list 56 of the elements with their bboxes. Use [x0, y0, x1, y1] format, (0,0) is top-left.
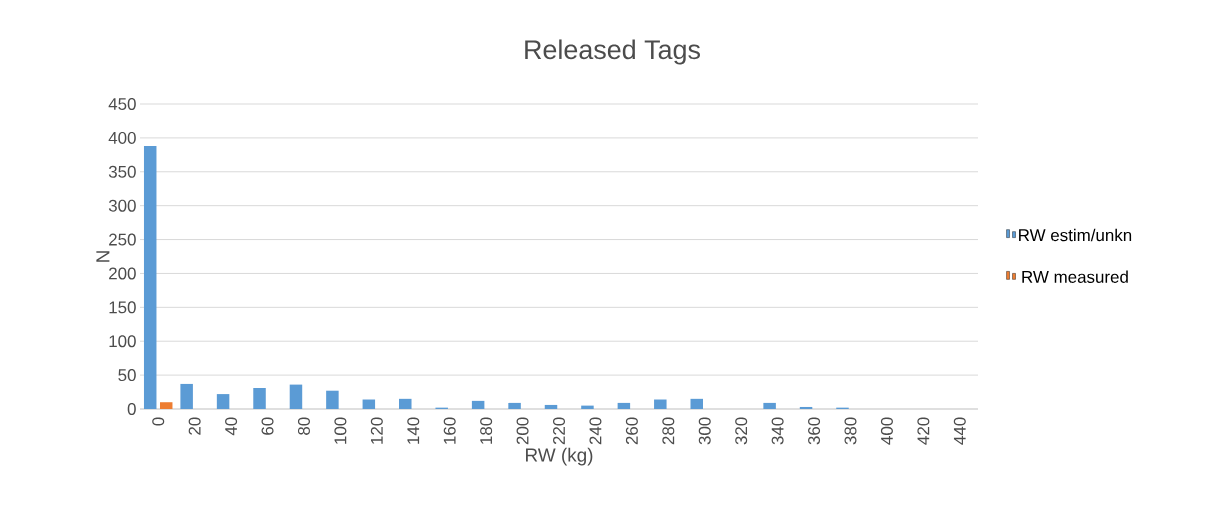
- y-tick-label: 250: [109, 233, 136, 246]
- x-tick-label: 20: [188, 417, 201, 435]
- x-tick-label: 220: [553, 417, 566, 445]
- x-tick-label: 60: [261, 417, 274, 435]
- x-tick-label: 300: [698, 417, 711, 445]
- x-tick-label: 400: [880, 417, 893, 445]
- x-tick-label: 200: [516, 417, 529, 445]
- x-tick-label: 340: [771, 417, 784, 445]
- bar: [508, 402, 521, 409]
- y-tick-label: 300: [108, 199, 136, 212]
- x-tick-label: 80: [297, 417, 310, 435]
- x-tick-label: 120: [370, 417, 383, 444]
- bar: [143, 146, 157, 409]
- bar: [799, 406, 813, 409]
- bar: [544, 404, 558, 409]
- x-tick-label: 140: [407, 417, 420, 444]
- x-tick-label: 0: [152, 417, 165, 426]
- x-tick-label: 280: [662, 417, 675, 445]
- x-tick-label: 240: [589, 417, 602, 445]
- x-tick-label: 440: [953, 417, 966, 445]
- bar: [362, 399, 376, 409]
- y-tick-label: 50: [118, 369, 136, 382]
- legend-label: RW measured: [1022, 270, 1128, 283]
- x-tick-label: 320: [735, 417, 748, 445]
- x-tick-label: 180: [480, 417, 493, 444]
- x-tick-label: 40: [225, 417, 238, 436]
- legend-label: RW estim/unkn: [1019, 228, 1132, 242]
- bar: [289, 384, 303, 409]
- bar: [216, 394, 230, 409]
- bar: [471, 400, 485, 409]
- y-tick-label: 0: [127, 403, 136, 415]
- x-tick-label: 160: [443, 417, 456, 444]
- x-tick-label: 360: [808, 417, 821, 445]
- y-tick-label: 450: [108, 98, 136, 110]
- y-tick-label: 400: [108, 131, 136, 144]
- x-axis-title: RW (kg): [526, 447, 593, 466]
- bar: [763, 402, 776, 409]
- bar: [654, 399, 667, 409]
- bar: [617, 402, 631, 409]
- y-tick-label: 100: [109, 335, 136, 348]
- x-tick-label: 420: [917, 417, 930, 445]
- chart-title: Released Tags: [525, 39, 700, 65]
- bar: [253, 387, 266, 409]
- bar: [180, 383, 193, 409]
- bar: [399, 398, 412, 409]
- y-axis-title: N: [96, 251, 110, 262]
- y-tick-label: 150: [109, 301, 136, 314]
- bar: [690, 398, 703, 409]
- x-tick-label: 100: [334, 417, 347, 444]
- bar: [159, 402, 173, 409]
- bar: [326, 390, 339, 409]
- y-tick-label: 350: [108, 165, 136, 178]
- x-tick-label: 260: [625, 417, 638, 445]
- x-tick-label: 380: [844, 417, 857, 445]
- y-tick-label: 200: [109, 267, 136, 280]
- bar: [581, 405, 594, 409]
